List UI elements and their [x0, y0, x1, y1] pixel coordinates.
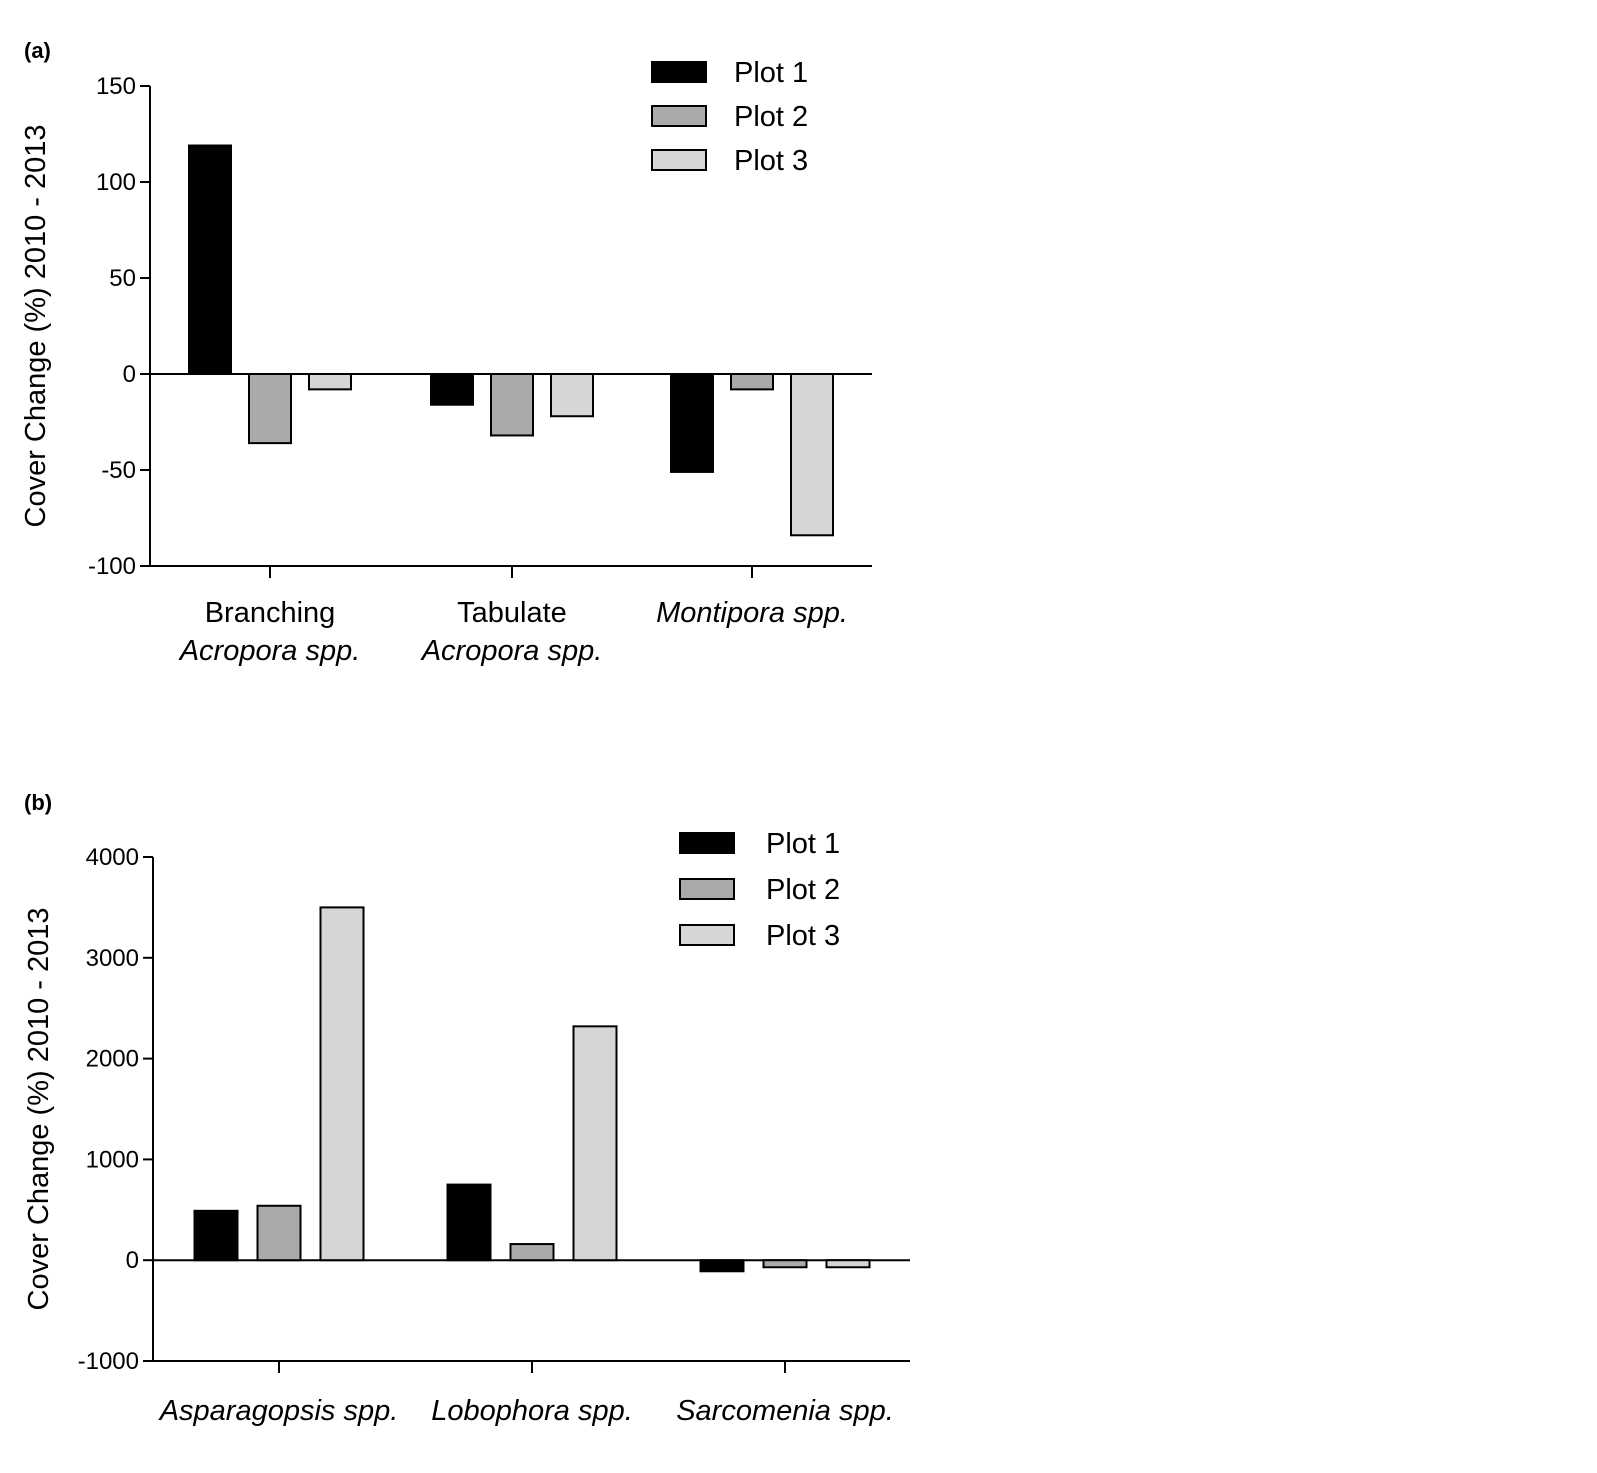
- p1-legend-label-2: Plot 2: [734, 101, 808, 133]
- p2-bar-plot3-cat2: [572, 1025, 618, 1262]
- p2-legend-swatch-1: [679, 832, 735, 854]
- p2-y-tick-label-2: 2000: [86, 1046, 139, 1073]
- panel-label-b: (b): [24, 790, 53, 815]
- p2-legend-swatch-3: [679, 924, 735, 946]
- p2-y-tick-label-1: 3000: [86, 945, 139, 972]
- p2-bar-plot1-cat1: [193, 1209, 239, 1262]
- p2-y-tick-label-0: 4000: [86, 844, 139, 871]
- p2-y-tick-label-3: 1000: [86, 1146, 139, 1173]
- p2-bar-plot2-cat1: [256, 1204, 302, 1262]
- p2-legend-label-1: Plot 1: [766, 828, 840, 860]
- p1-legend-label-1: Plot 1: [734, 57, 808, 89]
- p1-bar-plot1-cat3: [670, 373, 714, 473]
- p1-y-tick-label-1: 100: [96, 169, 136, 196]
- p1-y-tick-label-5: -100: [88, 553, 136, 580]
- p2-legend-label-2: Plot 2: [766, 874, 840, 906]
- p1-bar-plot2-cat3: [730, 373, 774, 391]
- p1-legend-swatch-3: [651, 149, 707, 171]
- p1-y-tick-label-0: 150: [96, 73, 136, 100]
- p2-x-tick-label-3: Sarcomenia spp.: [676, 1395, 894, 1427]
- p2-x-tick-label-1: Asparagopsis spp.: [158, 1395, 399, 1427]
- p1-y-tick-label-4: -50: [101, 457, 136, 484]
- p2-bar-plot3-cat3: [825, 1259, 871, 1269]
- p1-x-tick-label-2: Tabulate: [457, 597, 567, 629]
- p1-legend-swatch-1: [651, 61, 707, 83]
- p1-x-tick-label-1: Branching: [205, 597, 336, 629]
- p1-legend-swatch-2: [651, 105, 707, 127]
- p2-bar-plot2-cat3: [762, 1259, 808, 1269]
- p2-bar-plot2-cat2: [509, 1243, 555, 1262]
- p1-bar-plot3-cat2: [550, 373, 594, 418]
- p2-x-tick-label-2: Lobophora spp.: [431, 1395, 633, 1427]
- p2-bar-plot1-cat3: [699, 1259, 745, 1273]
- p1-bar-plot2-cat2: [490, 373, 534, 437]
- panel-label-a: (a): [24, 38, 51, 63]
- p2-y-tick-label-5: -1000: [78, 1348, 139, 1375]
- p1-y-axis-title: Cover Change (%) 2010 - 2013: [20, 124, 52, 527]
- p2-bar-plot1-cat2: [446, 1183, 492, 1262]
- p1-y-tick-label-2: 50: [109, 265, 136, 292]
- p2-legend-label-3: Plot 3: [766, 920, 840, 952]
- p1-y-tick-label-3: 0: [123, 361, 136, 388]
- p1-x-tick-label-1-line2: Acropora spp.: [178, 635, 361, 667]
- p1-bar-plot1-cat2: [430, 373, 474, 406]
- p1-x-tick-label-3: Montipora spp.: [656, 597, 848, 629]
- p1-bar-plot3-cat3: [790, 373, 834, 537]
- p1-bar-plot2-cat1: [248, 373, 292, 445]
- p2-y-axis-title: Cover Change (%) 2010 - 2013: [23, 907, 55, 1310]
- p2-y-tick-label-4: 0: [126, 1247, 139, 1274]
- p1-bar-plot3-cat1: [308, 373, 352, 391]
- p1-x-tick-label-2-line2: Acropora spp.: [420, 635, 603, 667]
- p1-bar-plot1-cat1: [188, 144, 232, 375]
- p1-legend-label-3: Plot 3: [734, 145, 808, 177]
- p2-bar-plot3-cat1: [319, 906, 365, 1262]
- p2-legend-swatch-2: [679, 878, 735, 900]
